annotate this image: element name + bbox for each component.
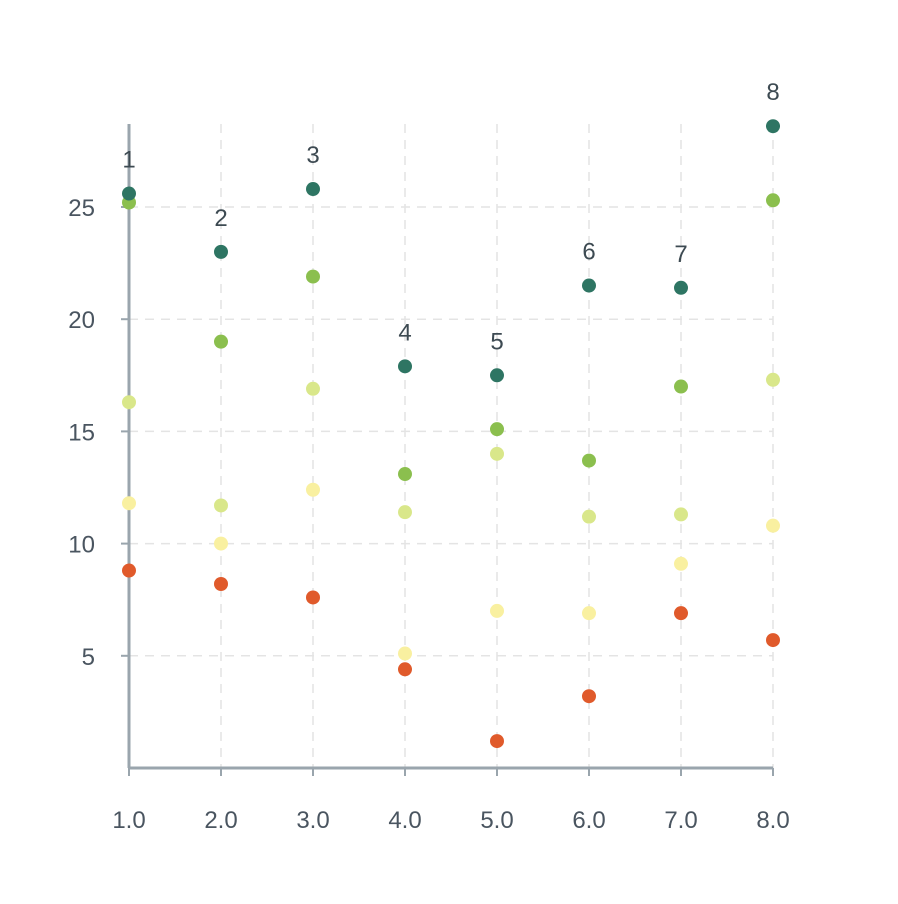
data-point (398, 662, 412, 677)
x-tick-label: 1.0 (112, 807, 145, 834)
data-point (122, 563, 136, 578)
x-tick-label: 2.0 (204, 807, 237, 834)
data-point (398, 467, 412, 482)
data-point (490, 368, 504, 383)
data-point (674, 507, 688, 522)
data-point (306, 182, 320, 197)
x-tick-label: 6.0 (572, 807, 605, 834)
data-point (582, 278, 596, 293)
x-tick-label: 4.0 (388, 807, 421, 834)
data-point (122, 186, 136, 201)
data-label: 1 (122, 147, 135, 174)
data-point (674, 280, 688, 295)
data-point (674, 379, 688, 394)
x-tick-label: 7.0 (664, 807, 697, 834)
data-point (766, 518, 780, 533)
data-point (582, 509, 596, 524)
data-label: 3 (306, 142, 319, 169)
data-point (398, 505, 412, 520)
data-point (766, 633, 780, 648)
data-point (306, 590, 320, 605)
data-label: 8 (766, 79, 779, 106)
data-point (674, 556, 688, 571)
data-point (398, 359, 412, 374)
x-tick-label: 5.0 (480, 807, 513, 834)
data-label: 7 (674, 241, 687, 268)
data-label: 4 (398, 319, 411, 346)
data-point (582, 606, 596, 621)
data-point (214, 498, 228, 513)
y-tick-label: 15 (68, 419, 95, 446)
data-point (122, 395, 136, 410)
y-tick-label: 5 (82, 644, 95, 671)
data-label: 6 (582, 239, 595, 266)
data-point (306, 381, 320, 396)
data-point (582, 689, 596, 704)
y-tick-label: 20 (68, 307, 95, 334)
data-point (306, 269, 320, 284)
data-point (398, 646, 412, 661)
data-point (766, 193, 780, 208)
data-label: 5 (490, 328, 503, 355)
data-point (490, 734, 504, 749)
data-point (214, 244, 228, 259)
x-tick-label: 8.0 (756, 807, 789, 834)
data-point (490, 422, 504, 437)
y-tick-label: 25 (68, 195, 95, 222)
data-point (674, 606, 688, 621)
data-point (214, 576, 228, 591)
data-point (122, 496, 136, 511)
data-label: 2 (214, 205, 227, 232)
data-point (766, 119, 780, 134)
data-point (306, 482, 320, 497)
data-point (214, 334, 228, 349)
data-point (490, 603, 504, 618)
data-point (766, 372, 780, 387)
y-tick-label: 10 (68, 532, 95, 559)
data-point (214, 536, 228, 551)
data-point (490, 446, 504, 461)
x-tick-label: 3.0 (296, 807, 329, 834)
data-point (582, 453, 596, 468)
